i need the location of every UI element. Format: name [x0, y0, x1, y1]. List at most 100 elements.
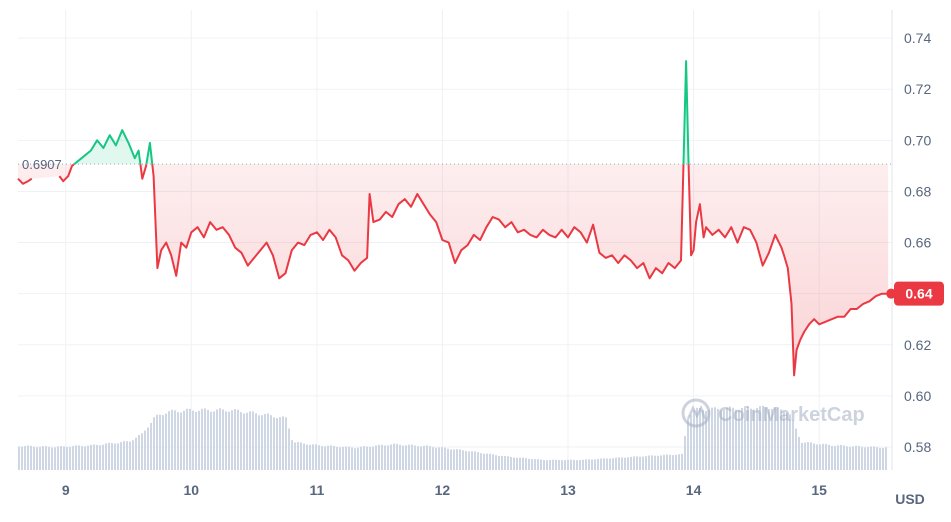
volume-bar — [762, 405, 764, 470]
volume-bar — [318, 445, 320, 470]
volume-bar — [642, 456, 644, 470]
volume-bar — [696, 407, 698, 470]
volume-bar — [525, 458, 527, 470]
volume-bar — [513, 457, 515, 470]
volume-bar — [465, 451, 467, 470]
volume-bar — [780, 409, 782, 470]
volume-bar — [72, 446, 74, 470]
volume-bar — [546, 460, 548, 470]
volume-bar — [726, 407, 728, 470]
volume-bar — [87, 445, 89, 470]
volume-bar — [855, 445, 857, 470]
volume-bar — [606, 458, 608, 470]
volume-bar — [690, 414, 692, 470]
volume-bar — [750, 408, 752, 470]
volume-bar — [264, 413, 266, 470]
volume-bar — [153, 417, 155, 470]
volume-bar — [543, 460, 545, 470]
volume-bar — [639, 456, 641, 470]
volume-bar — [312, 444, 314, 470]
y-tick-label: 0.70 — [904, 132, 931, 148]
volume-bar — [348, 446, 350, 470]
volume-bar — [492, 454, 494, 470]
x-tick-label: 14 — [686, 482, 702, 498]
volume-bar — [843, 445, 845, 470]
volume-bar — [609, 458, 611, 470]
baseline-reference: 0.6907 — [18, 157, 892, 172]
volume-bar — [498, 455, 500, 470]
volume-bar — [846, 446, 848, 470]
volume-bar — [402, 445, 404, 470]
volume-bar — [63, 446, 65, 470]
volume-bar — [660, 455, 662, 470]
volume-bar — [426, 445, 428, 470]
volume-bar — [189, 408, 191, 470]
volume-bar — [432, 447, 434, 470]
volume-bar — [612, 458, 614, 470]
volume-bar — [345, 446, 347, 470]
volume-bar — [255, 413, 257, 470]
volume-bar — [141, 433, 143, 470]
volume-bar — [447, 448, 449, 470]
volume-bar — [495, 455, 497, 470]
volume-bar — [270, 415, 272, 470]
volume-bar — [120, 442, 122, 470]
volume-bar — [357, 447, 359, 470]
volume-bar — [756, 408, 758, 470]
volume-bar — [435, 447, 437, 470]
volume-bar — [678, 454, 680, 470]
volume-bar — [600, 458, 602, 470]
volume-bar — [633, 456, 635, 470]
y-tick-label: 0.62 — [904, 337, 931, 353]
volume-bar — [699, 408, 701, 470]
volume-bar — [81, 446, 83, 470]
volume-bar — [360, 446, 362, 470]
volume-bar — [774, 407, 776, 470]
volume-bar — [582, 459, 584, 470]
volume-bar — [777, 407, 779, 470]
volume-bar — [735, 409, 737, 470]
volume-bar — [732, 407, 734, 470]
volume-bar — [51, 447, 53, 470]
volume-bar — [657, 455, 659, 470]
volume-bar — [768, 409, 770, 470]
volume-bar — [408, 444, 410, 470]
volume-bar — [114, 443, 116, 470]
volume-bar — [231, 410, 233, 470]
volume-bar — [90, 444, 92, 470]
volume-bar — [882, 447, 884, 470]
y-tick-label: 0.58 — [904, 439, 931, 455]
volume-bar — [561, 460, 563, 470]
volume-bar — [837, 445, 839, 470]
volume-bar — [738, 409, 740, 470]
volume-bar — [654, 455, 656, 470]
volume-bar — [471, 451, 473, 470]
unit-label: USD — [895, 491, 925, 507]
volume-bar — [375, 445, 377, 470]
axes: 0.58 0.60 0.62 0.64 0.66 0.68 0.70 0.72 0.74 9 10 1… — [62, 30, 932, 507]
volume-bar — [510, 457, 512, 470]
volume-bar — [288, 428, 290, 470]
volume-bar — [885, 447, 887, 470]
volume-bar — [630, 456, 632, 470]
volume-bar — [636, 456, 638, 470]
volume-bar — [177, 412, 179, 470]
volume-bar — [42, 446, 44, 470]
volume-bar — [369, 446, 371, 470]
volume-bar — [717, 408, 719, 470]
volume-bar — [192, 410, 194, 470]
current-price-label: 0.64 — [905, 286, 932, 302]
volume-bar — [861, 446, 863, 470]
volume-bar — [576, 460, 578, 470]
volume-bar — [366, 446, 368, 470]
volume-bar — [222, 409, 224, 470]
volume-bar — [693, 410, 695, 470]
y-tick-label: 0.74 — [904, 30, 931, 46]
volume-bar — [237, 409, 239, 470]
volume-bar — [486, 453, 488, 470]
volume-bar — [144, 430, 146, 470]
volume-bar — [522, 457, 524, 470]
volume-bar — [108, 442, 110, 470]
volume-bar — [99, 445, 101, 470]
